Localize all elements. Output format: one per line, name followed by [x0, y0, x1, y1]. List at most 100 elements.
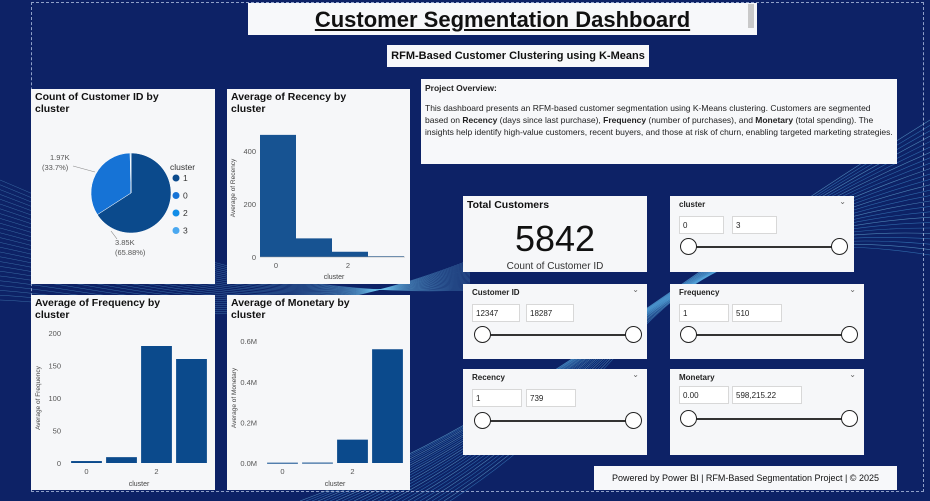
- pie-legend-item: 1: [183, 173, 188, 183]
- pie-chart-title: Count of Customer ID by cluster: [35, 91, 159, 115]
- slider-max-handle[interactable]: [841, 326, 858, 343]
- footer-credit: Powered by Power BI | RFM-Based Segmenta…: [594, 466, 897, 490]
- kpi-title: Total Customers: [467, 199, 550, 211]
- chevron-down-icon[interactable]: ⌄: [839, 197, 846, 206]
- pie-legend-title: cluster: [170, 162, 195, 172]
- pie-leader-line: [72, 165, 96, 173]
- overview-text: This dashboard presents an RFM-based cus…: [425, 103, 893, 137]
- cluster-min-input[interactable]: 0: [679, 216, 724, 234]
- recency-slicer[interactable]: Recency ⌄ 1 739: [463, 369, 647, 455]
- customer-id-max-input[interactable]: 18287: [526, 304, 574, 322]
- y-tick-label: 400: [243, 147, 256, 156]
- monetary-bar-chart: 0.0M 0.2M 0.4M 0.6M 0 2 cluster Average of Mone…: [231, 337, 403, 488]
- bar-cluster-3: [176, 359, 207, 463]
- pie-slice-0: [90, 152, 132, 215]
- slider-track[interactable]: [483, 420, 633, 422]
- slicer-title: cluster: [679, 200, 706, 209]
- x-axis-title: cluster: [325, 481, 346, 488]
- slicer-title: Frequency: [679, 288, 720, 297]
- chevron-down-icon[interactable]: ⌄: [632, 370, 639, 379]
- slider-min-handle[interactable]: [680, 326, 697, 343]
- y-tick-label: 0: [252, 253, 256, 262]
- overview-heading: Project Overview:: [425, 83, 497, 93]
- recency-max-input[interactable]: 739: [526, 389, 576, 407]
- legend-dot-icon: [172, 209, 180, 217]
- chevron-down-icon[interactable]: ⌄: [849, 370, 856, 379]
- y-tick-label: 50: [53, 427, 61, 436]
- legend-dot-icon: [172, 174, 180, 182]
- project-overview: Project Overview: This dashboard present…: [421, 79, 897, 164]
- pie-label-pct: (33.7%): [42, 163, 69, 172]
- recency-area: [260, 134, 404, 257]
- recency-min-input[interactable]: 1: [472, 389, 522, 407]
- legend-dot-icon: [172, 227, 180, 234]
- frequency-chart-card[interactable]: Average of Frequency by cluster 0 50 100 15…: [31, 295, 215, 490]
- y-axis-title: Average of Frequency: [35, 365, 42, 430]
- slider-min-handle[interactable]: [474, 412, 491, 429]
- slicer-title: Customer ID: [472, 288, 520, 297]
- title-scrollbar[interactable]: [748, 4, 754, 28]
- bar-cluster-0: [267, 462, 298, 464]
- slider-max-handle[interactable]: [625, 326, 642, 343]
- y-tick-label: 0.4M: [240, 378, 257, 387]
- page-subtitle: RFM-Based Customer Clustering using K-Me…: [387, 45, 649, 67]
- slider-min-handle[interactable]: [680, 238, 697, 255]
- x-tick-label: 2: [154, 467, 158, 476]
- cluster-max-input[interactable]: 3: [732, 216, 777, 234]
- slider-max-handle[interactable]: [831, 238, 848, 255]
- bar-cluster-2: [337, 439, 368, 463]
- slider-min-handle[interactable]: [680, 410, 697, 427]
- kpi-label: Count of Customer ID: [506, 261, 604, 272]
- frequency-max-input[interactable]: 510: [732, 304, 782, 322]
- monetary-slicer[interactable]: Monetary ⌄ 0.00 598,215.22: [670, 369, 864, 455]
- y-tick-label: 200: [48, 329, 61, 338]
- legend-dot-icon: [172, 192, 180, 199]
- recency-chart-card[interactable]: Average of Recency by cluster 0 200 400 0 2 c…: [227, 89, 410, 284]
- y-axis-title: Average of Monetary: [231, 367, 238, 428]
- pie-label-pct: (65.88%): [115, 248, 146, 257]
- frequency-chart-title: Average of Frequency by cluster: [35, 297, 161, 321]
- pie-label-value: 3.85K: [115, 238, 135, 247]
- monetary-chart-title: Average of Monetary by cluster: [231, 297, 350, 321]
- cluster-slicer[interactable]: cluster ⌄ 0 3: [670, 196, 854, 272]
- chevron-down-icon[interactable]: ⌄: [849, 285, 856, 294]
- slider-track[interactable]: [688, 334, 850, 336]
- page-title: Customer Segmentation Dashboard: [314, 7, 691, 32]
- pie-label-value: 1.97K: [50, 153, 70, 162]
- chevron-down-icon[interactable]: ⌄: [632, 285, 639, 294]
- bar-cluster-2: [141, 346, 172, 463]
- monetary-min-input[interactable]: 0.00: [679, 386, 729, 404]
- title-box: Customer Segmentation Dashboard: [248, 3, 757, 35]
- bar-cluster-1: [302, 462, 333, 464]
- y-tick-label: 150: [48, 362, 61, 371]
- customer-id-slicer[interactable]: Customer ID ⌄ 12347 18287: [463, 284, 647, 359]
- frequency-slicer[interactable]: Frequency ⌄ 1 510: [670, 284, 864, 359]
- monetary-chart-card[interactable]: Average of Monetary by cluster 0.0M 0.2M 0…: [227, 295, 410, 490]
- bar-cluster-0: [71, 461, 102, 463]
- customer-id-min-input[interactable]: 12347: [472, 304, 520, 322]
- monetary-max-input[interactable]: 598,215.22: [732, 386, 802, 404]
- frequency-min-input[interactable]: 1: [679, 304, 729, 322]
- kpi-value: 5842: [514, 218, 596, 259]
- slider-max-handle[interactable]: [625, 412, 642, 429]
- x-tick-label: 0: [84, 467, 88, 476]
- pie-legend-item: 2: [183, 208, 188, 218]
- recency-chart-title: Average of Recency by cluster: [231, 91, 347, 115]
- slider-min-handle[interactable]: [474, 326, 491, 343]
- y-tick-label: 0.2M: [240, 418, 257, 427]
- slider-track[interactable]: [688, 418, 850, 420]
- slider-max-handle[interactable]: [841, 410, 858, 427]
- y-tick-label: 100: [48, 394, 61, 403]
- y-axis-title: Average of Recency: [230, 158, 237, 217]
- slider-track[interactable]: [688, 246, 840, 248]
- slider-track[interactable]: [483, 334, 633, 336]
- x-tick-label: 2: [350, 467, 354, 476]
- frequency-bar-chart: 0 50 100 150 200 0 2 cluster Average of Frequenc…: [35, 329, 207, 488]
- total-customers-card[interactable]: Total Customers 5842 Count of Customer I…: [463, 196, 647, 272]
- pie-chart-card[interactable]: Count of Customer ID by cluster 1.97K (33…: [31, 89, 215, 284]
- pie-leader-line: [110, 230, 118, 240]
- x-axis-title: cluster: [129, 481, 150, 488]
- bar-cluster-1: [106, 457, 137, 463]
